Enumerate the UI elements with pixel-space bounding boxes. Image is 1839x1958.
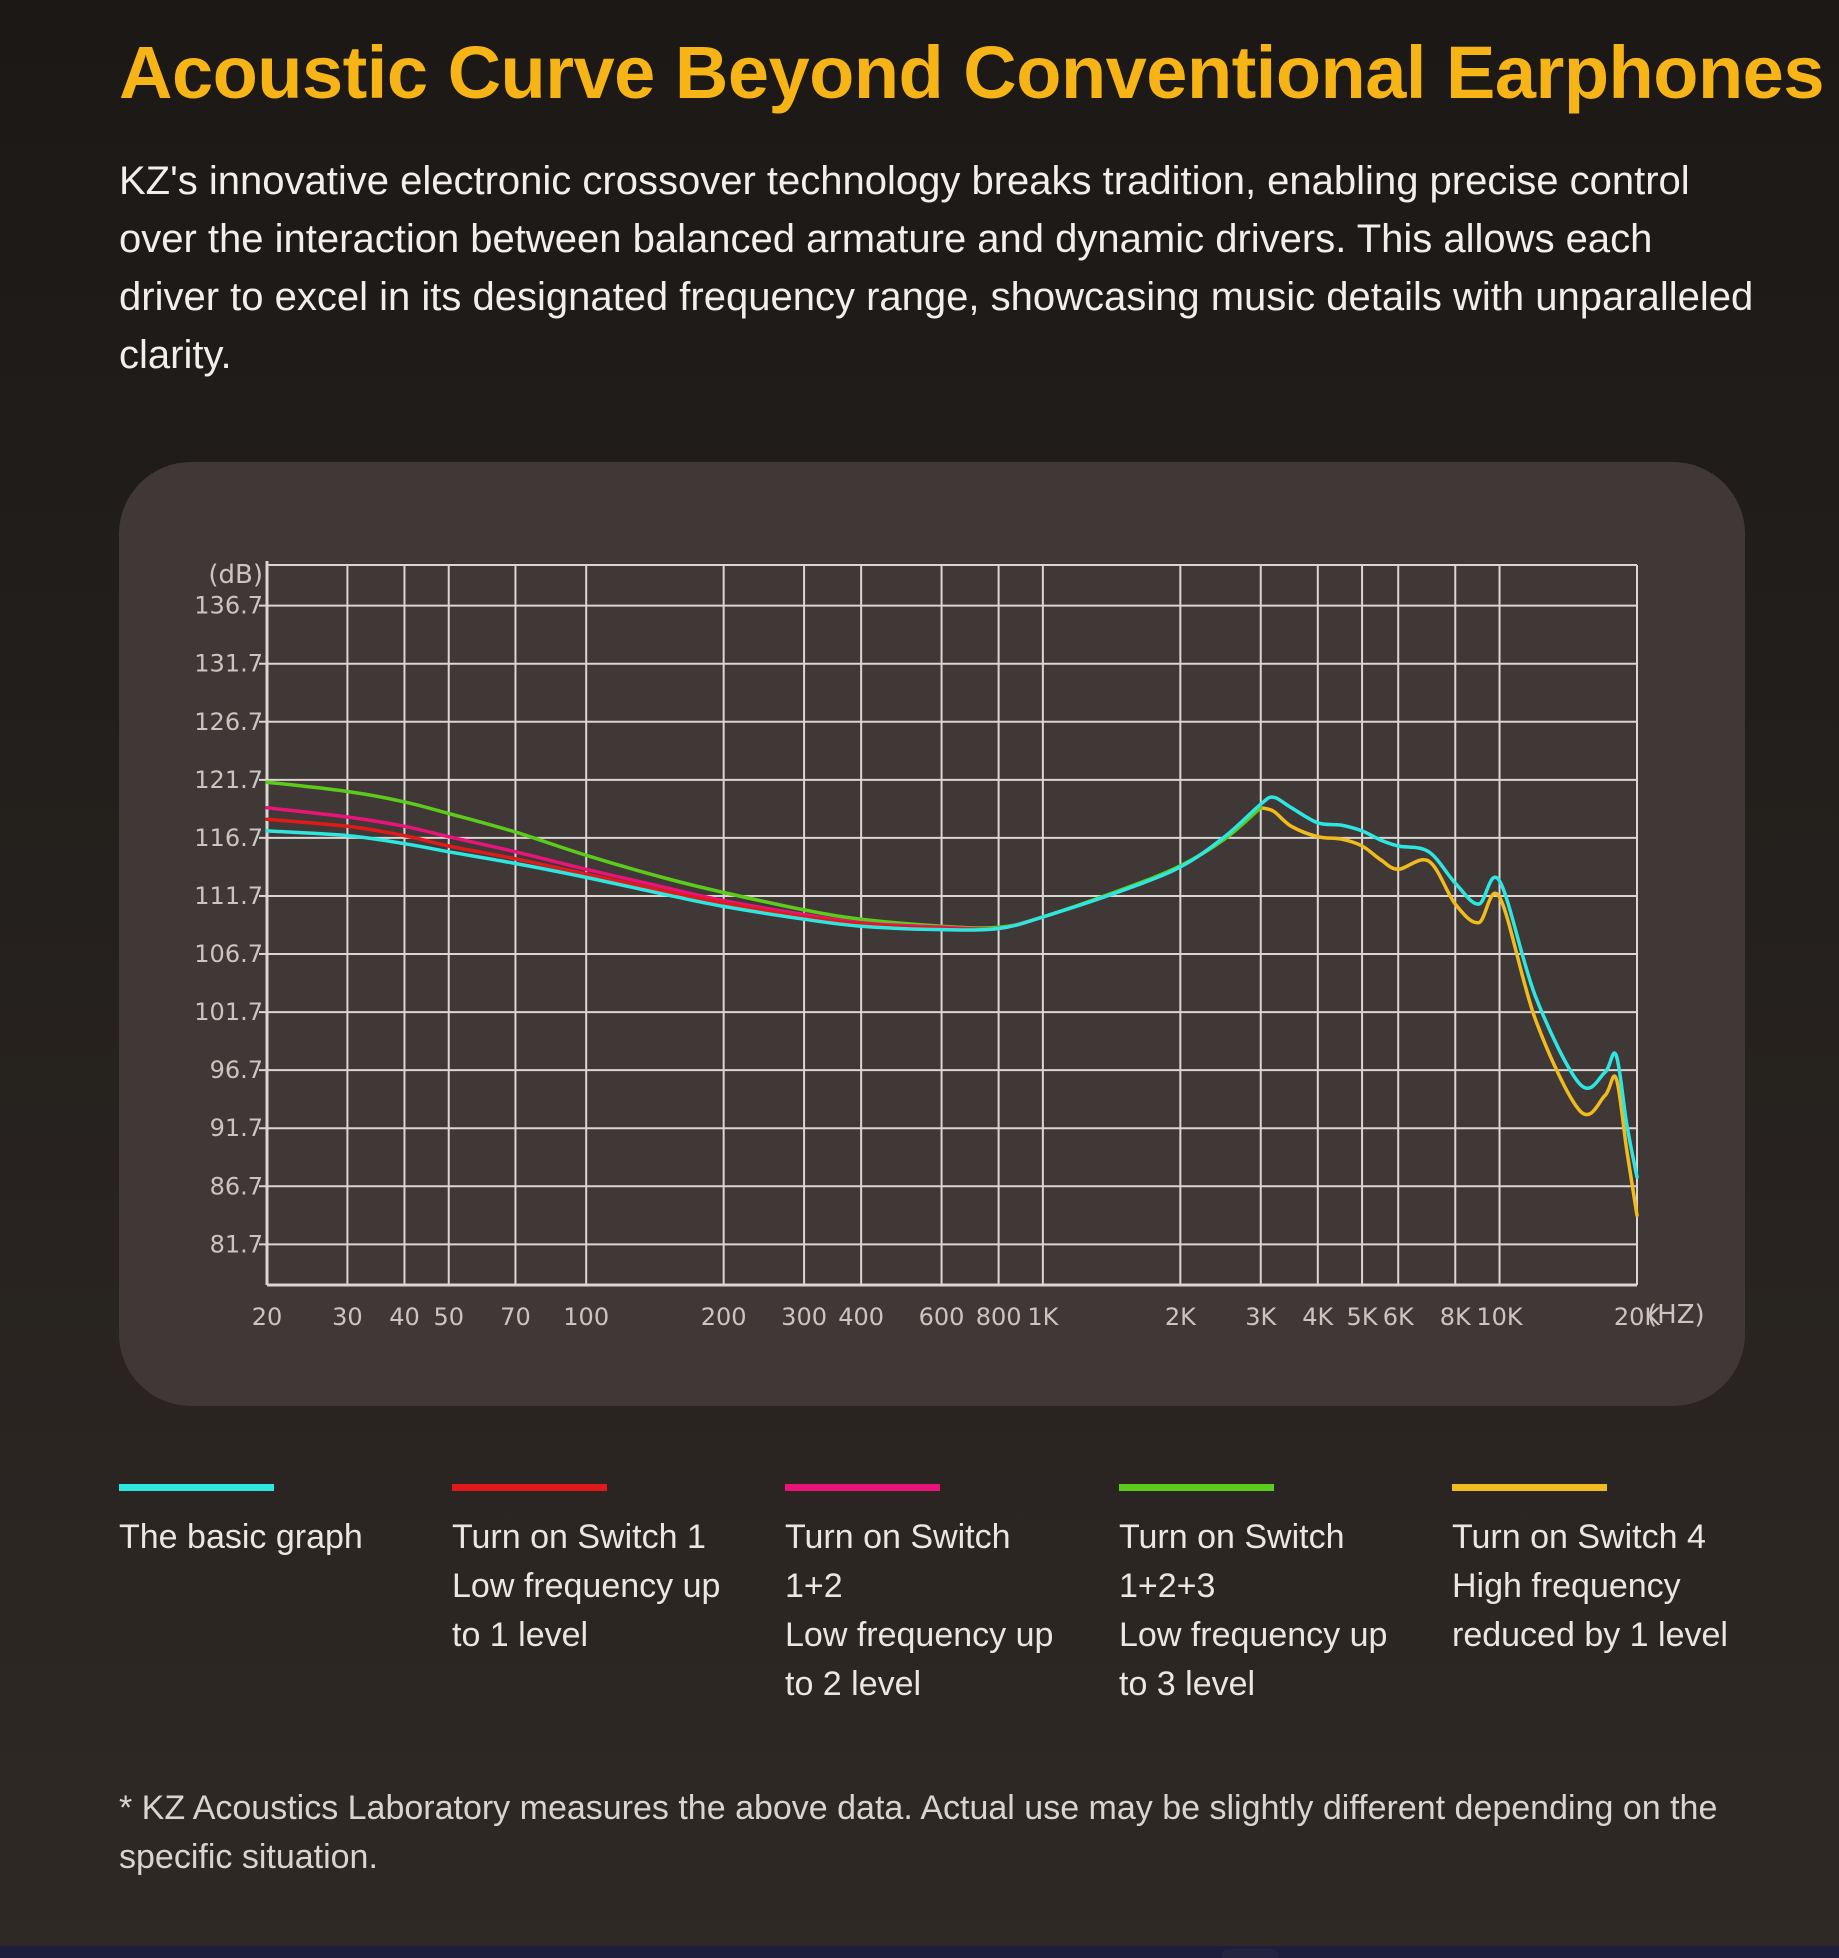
chart-panel: 136.7 131.7 126.7 121.7 116.7 111.7 106.7 101.7… — [119, 462, 1745, 1406]
y-tick-label: 111.7 — [194, 882, 263, 910]
x-tick-label: 1K — [1027, 1303, 1059, 1331]
legend-item-switch-1: Turn on Switch 1 Low frequency up to 1 l… — [452, 1484, 752, 1660]
x-tick-label: 2K — [1165, 1303, 1197, 1331]
intro-paragraph: KZ's innovative electronic crossover tec… — [119, 159, 1754, 377]
y-tick-label: 131.7 — [194, 650, 263, 678]
x-tick-label: 4K — [1302, 1303, 1334, 1331]
x-tick-label: 600 — [919, 1303, 965, 1331]
y-tick-label: 126.7 — [194, 708, 263, 736]
legend-item-basic: The basic graph — [119, 1484, 419, 1562]
bottom-bar — [0, 1946, 1839, 1958]
x-tick-label: 200 — [701, 1303, 747, 1331]
y-tick-label: 136.7 — [194, 592, 263, 620]
x-tick-label: 8K — [1440, 1303, 1472, 1331]
x-tick-label: 50 — [433, 1303, 464, 1331]
series-line-switch-4 — [1258, 805, 1639, 1218]
legend-swatch-basic — [119, 1484, 274, 1491]
legend-item-switch-4: Turn on Switch 4 High frequency reduced … — [1452, 1484, 1752, 1660]
legend-item-switch-1-2-3: Turn on Switch 1+2+3 Low frequency up to… — [1119, 1484, 1419, 1709]
y-tick-label: 121.7 — [194, 766, 263, 794]
x-tick-label: 70 — [500, 1303, 531, 1331]
x-tick-label: 5K — [1347, 1303, 1379, 1331]
x-tick-label: 400 — [838, 1303, 884, 1331]
x-tick-label: 100 — [563, 1303, 609, 1331]
y-tick-label: 86.7 — [210, 1172, 263, 1200]
frequency-response-chart: 136.7 131.7 126.7 121.7 116.7 111.7 106.7 101.7… — [194, 560, 1705, 1331]
chart-legend: The basic graph Turn on Switch 1 Low fre… — [119, 1484, 1799, 1714]
legend-label-switch-4: Turn on Switch 4 High frequency reduced … — [1452, 1518, 1728, 1654]
y-tick-label: 116.7 — [194, 824, 263, 852]
legend-swatch-switch-1 — [452, 1484, 607, 1491]
y-axis-label: (dB) — [208, 560, 263, 590]
y-tick-label: 106.7 — [194, 940, 263, 968]
x-tick-label: 30 — [332, 1303, 363, 1331]
x-tick-label: 20K — [1614, 1303, 1662, 1331]
footnote: * KZ Acoustics Laboratory measures the a… — [119, 1789, 1718, 1876]
x-tick-label: 3K — [1245, 1303, 1277, 1331]
legend-label-switch-1-2: Turn on Switch 1+2 Low frequency up to 2… — [785, 1518, 1054, 1703]
y-tick-label: 81.7 — [210, 1230, 263, 1258]
x-axis-label: (HZ) — [1647, 1300, 1705, 1330]
x-tick-label: 800 — [976, 1303, 1022, 1331]
series-line-switch-1-2 — [265, 805, 1045, 931]
bottom-bar-handle — [1222, 1949, 1278, 1958]
x-tick-label: 20 — [252, 1303, 283, 1331]
legend-swatch-switch-1-2-3 — [1119, 1484, 1274, 1491]
legend-label-switch-1-2-3: Turn on Switch 1+2+3 Low frequency up to… — [1119, 1518, 1388, 1703]
legend-item-switch-1-2: Turn on Switch 1+2 Low frequency up to 2… — [785, 1484, 1085, 1709]
legend-swatch-switch-4 — [1452, 1484, 1607, 1491]
x-tick-label: 6K — [1383, 1303, 1415, 1331]
x-tick-label: 10K — [1476, 1303, 1524, 1331]
x-tick-label: 300 — [781, 1303, 827, 1331]
legend-swatch-switch-1-2 — [785, 1484, 940, 1491]
series-line-basic — [265, 795, 1639, 1179]
x-tick-label: 40 — [389, 1303, 420, 1331]
y-tick-label: 91.7 — [210, 1114, 263, 1142]
legend-label-basic: The basic graph — [119, 1518, 363, 1556]
y-tick-label: 96.7 — [210, 1056, 263, 1084]
y-tick-label: 101.7 — [194, 998, 263, 1026]
legend-label-switch-1: Turn on Switch 1 Low frequency up to 1 l… — [452, 1518, 721, 1654]
page-title: Acoustic Curve Beyond Conventional Earph… — [119, 31, 1824, 114]
